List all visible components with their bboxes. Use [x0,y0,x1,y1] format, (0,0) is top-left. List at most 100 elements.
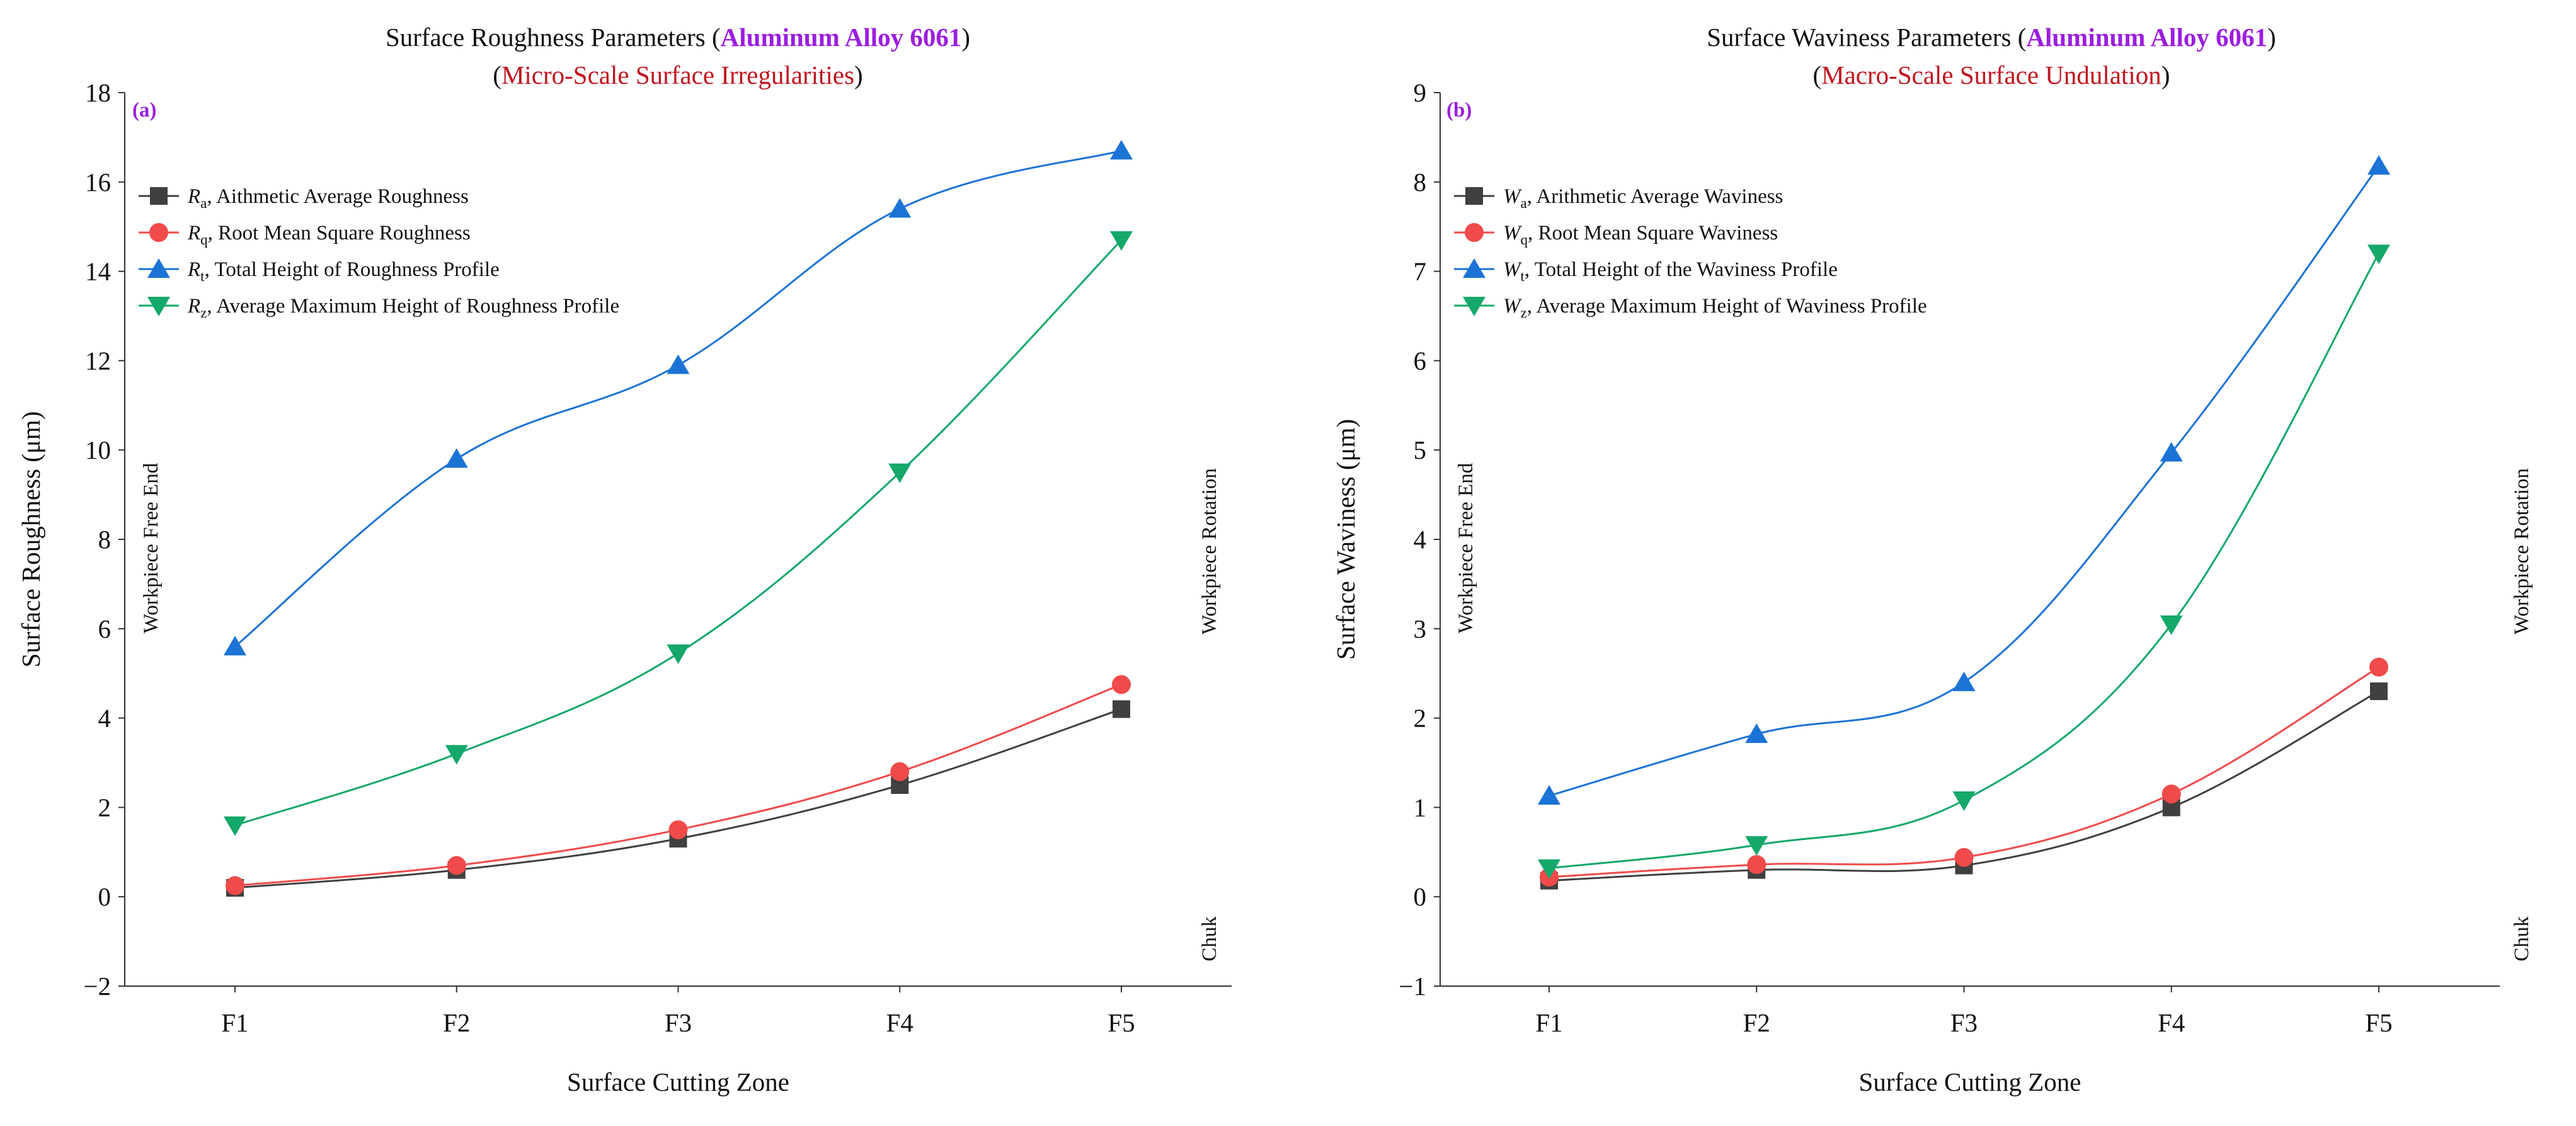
legend-marker [149,223,168,242]
chart-subtitle: (Macro-Scale Surface Undulation) [1813,60,2170,89]
data-point [1110,231,1133,251]
data-point [888,463,912,483]
panel-tag: (a) [132,99,156,122]
x-tick-label: F1 [1535,1008,1562,1037]
data-point [667,354,690,374]
data-point [667,644,690,664]
data-point [1954,847,1974,867]
legend-description: , Total Height of the Waviness Profile [1525,258,1838,281]
series-Wz [1538,244,2390,879]
legend-marker [1465,223,1484,242]
legend-subscript: q [1521,232,1528,248]
y-tick-label: 2 [98,793,112,822]
y-tick-label: 0 [1414,882,1427,911]
data-point [1745,836,1768,856]
legend-subscript: t [1521,268,1525,284]
data-point [226,876,244,895]
y-tick-label: 5 [1414,435,1427,464]
chart-title-prefix: Surface Waviness Parameters ( [1707,23,2026,52]
series-line [1548,165,2380,797]
legend-marker [147,297,170,316]
chart-title-prefix: Surface Roughness Parameters ( [386,23,721,52]
chart-subtitle-highlight: Micro-Scale Surface Irregularities [501,60,854,89]
legend-entry: Rt, Total Height of Roughness Profile [187,258,500,284]
legend-entry: Rz, Average Maximum Height of Roughness … [187,295,619,321]
chart-title: Surface Waviness Parameters (Aluminum Al… [1707,23,2276,52]
chart-title-highlight: Aluminum Alloy 6061 [2026,23,2267,52]
x-tick-label: F1 [221,1008,248,1037]
y-tick-label: 0 [98,882,112,911]
data-point [1745,723,1768,744]
legend-subscript: a [200,195,207,211]
annotation-chuck: Chuk [1198,916,1221,962]
y-tick-label: −2 [83,972,111,1001]
legend-entry: Wq, Root Mean Square Waviness [1503,222,1778,248]
y-tick-label: 3 [1414,614,1427,643]
data-point [890,762,910,781]
y-tick-label: 18 [85,78,111,107]
legend-entry: Wa, Arithmetic Average Waviness [1503,185,1783,211]
legend-description: , Root Mean Square Waviness [1528,222,1778,244]
data-point [1747,855,1766,875]
y-tick-label: 16 [85,168,111,197]
legend-marker [1465,187,1483,205]
data-point [2161,784,2181,804]
y-tick-label: 6 [98,614,112,643]
legend-subscript: t [200,268,205,284]
panel-tag: (b) [1446,99,1472,122]
legend-symbol: R [187,185,200,208]
chart-panel-a: Surface Roughness Parameters (Aluminum A… [16,23,1232,1096]
chart-title: Surface Roughness Parameters (Aluminum A… [386,23,970,52]
legend-marker [147,258,170,278]
chart-subtitle-prefix: ( [493,60,501,89]
legend-entry: Rq, Root Mean Square Roughness [187,222,471,248]
x-tick-label: F2 [443,1008,470,1037]
legend-subscript: q [200,232,208,248]
x-tick-label: F5 [2365,1008,2392,1037]
chart-subtitle-prefix: ( [1813,60,1822,89]
chart-subtitle-suffix: ) [854,60,863,89]
data-point [1952,671,1976,691]
y-tick-label: 12 [85,346,111,375]
x-axis-label: Surface Cutting Zone [567,1067,789,1096]
data-point [1112,675,1131,694]
y-tick-label: 6 [1414,346,1427,375]
y-axis-label: Surface Roughness (μm) [16,411,45,668]
y-tick-label: 4 [98,704,112,733]
legend-description: , Average Maximum Height of Waviness Pro… [1527,295,1927,318]
x-axis-label: Surface Cutting Zone [1859,1067,2081,1096]
y-tick-label: 4 [1414,525,1427,554]
legend-symbol: W [1503,295,1522,318]
chart-title-suffix: ) [961,23,970,52]
data-point [447,856,466,875]
y-tick-label: 2 [1414,704,1427,733]
legend-entry: Wt, Total Height of the Waviness Profile [1503,258,1838,284]
y-tick-label: 7 [1414,257,1427,286]
data-point [2160,615,2183,635]
data-point [1110,140,1133,160]
annotation-free-end: Workpiece Free End [140,462,163,633]
legend-subscript: a [1521,195,1527,211]
data-point [2367,155,2390,175]
y-axis-label: Surface Waviness (μm) [1331,419,1360,660]
chart-panel-b: Surface Waviness Parameters (Aluminum Al… [1331,23,2533,1096]
data-point [445,448,468,468]
x-tick-label: F2 [1743,1008,1770,1037]
legend-description: , Total Height of Roughness Profile [205,258,500,281]
x-tick-label: F4 [886,1008,913,1037]
data-point [888,198,912,218]
legend-symbol: W [1503,258,1522,281]
legend-symbol: W [1503,185,1522,208]
annotation-rotation: Workpiece Rotation [2510,468,2533,635]
x-tick-label: F3 [1950,1008,1978,1037]
legend-description: , Arithmetic Average Waviness [1527,185,1783,208]
y-tick-label: 8 [98,525,112,554]
series-line [1548,666,2379,878]
chart-subtitle-suffix: ) [2161,60,2170,89]
series-line [234,239,1123,827]
series-Ra [226,700,1130,897]
legend-symbol: R [187,295,200,318]
y-tick-label: 8 [1414,168,1427,197]
